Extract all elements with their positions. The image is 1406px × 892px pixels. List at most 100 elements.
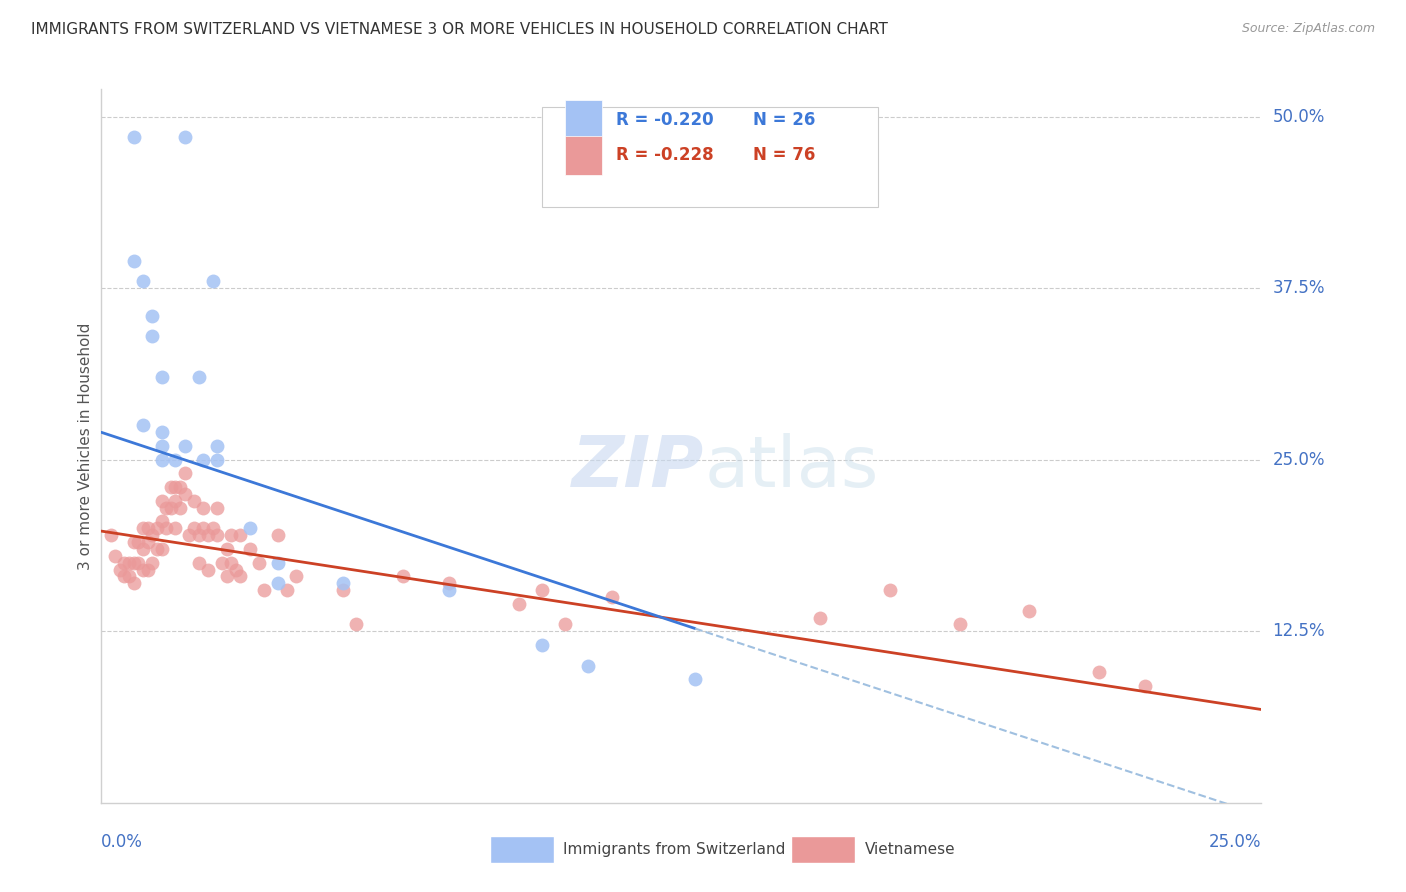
Point: [169, 500, 191, 515]
Point: [1087, 665, 1109, 680]
Point: [132, 521, 155, 535]
Point: [165, 521, 187, 535]
Point: [197, 562, 219, 576]
Point: [155, 521, 177, 535]
Point: [165, 452, 187, 467]
Text: 50.0%: 50.0%: [1272, 108, 1324, 126]
Point: [508, 597, 530, 611]
Point: [266, 576, 288, 591]
Point: [225, 562, 247, 576]
Point: [439, 583, 461, 598]
Point: [201, 521, 224, 535]
Point: [187, 370, 209, 384]
Point: [122, 576, 145, 591]
Y-axis label: 3 or more Vehicles in Household: 3 or more Vehicles in Household: [77, 322, 93, 570]
Point: [239, 541, 262, 556]
Point: [205, 452, 228, 467]
Point: [122, 556, 145, 570]
Point: [150, 425, 173, 440]
Point: [114, 569, 135, 583]
Point: [276, 583, 298, 598]
Point: [136, 535, 159, 549]
Point: [150, 439, 173, 453]
Point: [247, 556, 270, 570]
Point: [193, 500, 215, 515]
Point: [197, 528, 219, 542]
Point: [132, 274, 155, 288]
Point: [1133, 679, 1156, 693]
Point: [439, 576, 461, 591]
Point: [1018, 604, 1040, 618]
Point: [808, 610, 831, 624]
Point: [576, 658, 599, 673]
Point: [150, 541, 173, 556]
Text: IMMIGRANTS FROM SWITZERLAND VS VIETNAMESE 3 OR MORE VEHICLES IN HOUSEHOLD CORREL: IMMIGRANTS FROM SWITZERLAND VS VIETNAMES…: [31, 22, 887, 37]
Text: 12.5%: 12.5%: [1272, 623, 1324, 640]
FancyBboxPatch shape: [565, 100, 602, 139]
Point: [215, 541, 238, 556]
Point: [173, 439, 195, 453]
Text: 25.0%: 25.0%: [1272, 450, 1324, 468]
Point: [332, 583, 354, 598]
FancyBboxPatch shape: [792, 837, 855, 863]
Point: [169, 480, 191, 494]
Point: [219, 528, 242, 542]
Point: [150, 515, 173, 529]
FancyBboxPatch shape: [565, 136, 602, 175]
Point: [141, 309, 163, 323]
Point: [948, 617, 970, 632]
Point: [530, 583, 553, 598]
Text: 0.0%: 0.0%: [101, 833, 143, 851]
FancyBboxPatch shape: [541, 107, 879, 207]
Point: [114, 556, 135, 570]
Text: 25.0%: 25.0%: [1209, 833, 1261, 851]
Point: [205, 439, 228, 453]
Point: [183, 521, 205, 535]
Point: [159, 480, 183, 494]
Point: [159, 500, 183, 515]
Point: [141, 528, 163, 542]
Point: [211, 556, 233, 570]
Point: [205, 528, 228, 542]
Point: [173, 487, 195, 501]
Point: [127, 535, 149, 549]
Point: [332, 576, 354, 591]
Point: [146, 541, 169, 556]
FancyBboxPatch shape: [489, 837, 554, 863]
Point: [146, 521, 169, 535]
Text: Vietnamese: Vietnamese: [865, 842, 955, 857]
Point: [219, 556, 242, 570]
Text: Source: ZipAtlas.com: Source: ZipAtlas.com: [1241, 22, 1375, 36]
Point: [201, 274, 224, 288]
Point: [173, 130, 195, 145]
Point: [683, 673, 706, 687]
Point: [183, 494, 205, 508]
Point: [600, 590, 623, 604]
Point: [132, 562, 155, 576]
Point: [150, 452, 173, 467]
Point: [122, 535, 145, 549]
Point: [391, 569, 413, 583]
Text: R = -0.228: R = -0.228: [616, 146, 714, 164]
Point: [253, 583, 276, 598]
Point: [122, 130, 145, 145]
Point: [141, 556, 163, 570]
Point: [132, 418, 155, 433]
Point: [104, 549, 127, 563]
Text: Immigrants from Switzerland: Immigrants from Switzerland: [562, 842, 786, 857]
Point: [173, 467, 195, 481]
Point: [136, 521, 159, 535]
Point: [285, 569, 308, 583]
Point: [344, 617, 367, 632]
Point: [118, 556, 141, 570]
Point: [179, 528, 201, 542]
Text: R = -0.220: R = -0.220: [616, 111, 714, 128]
Text: atlas: atlas: [704, 433, 879, 502]
Point: [150, 494, 173, 508]
Point: [193, 452, 215, 467]
Point: [118, 569, 141, 583]
Point: [187, 528, 209, 542]
Point: [229, 528, 252, 542]
Point: [155, 500, 177, 515]
Point: [879, 583, 901, 598]
